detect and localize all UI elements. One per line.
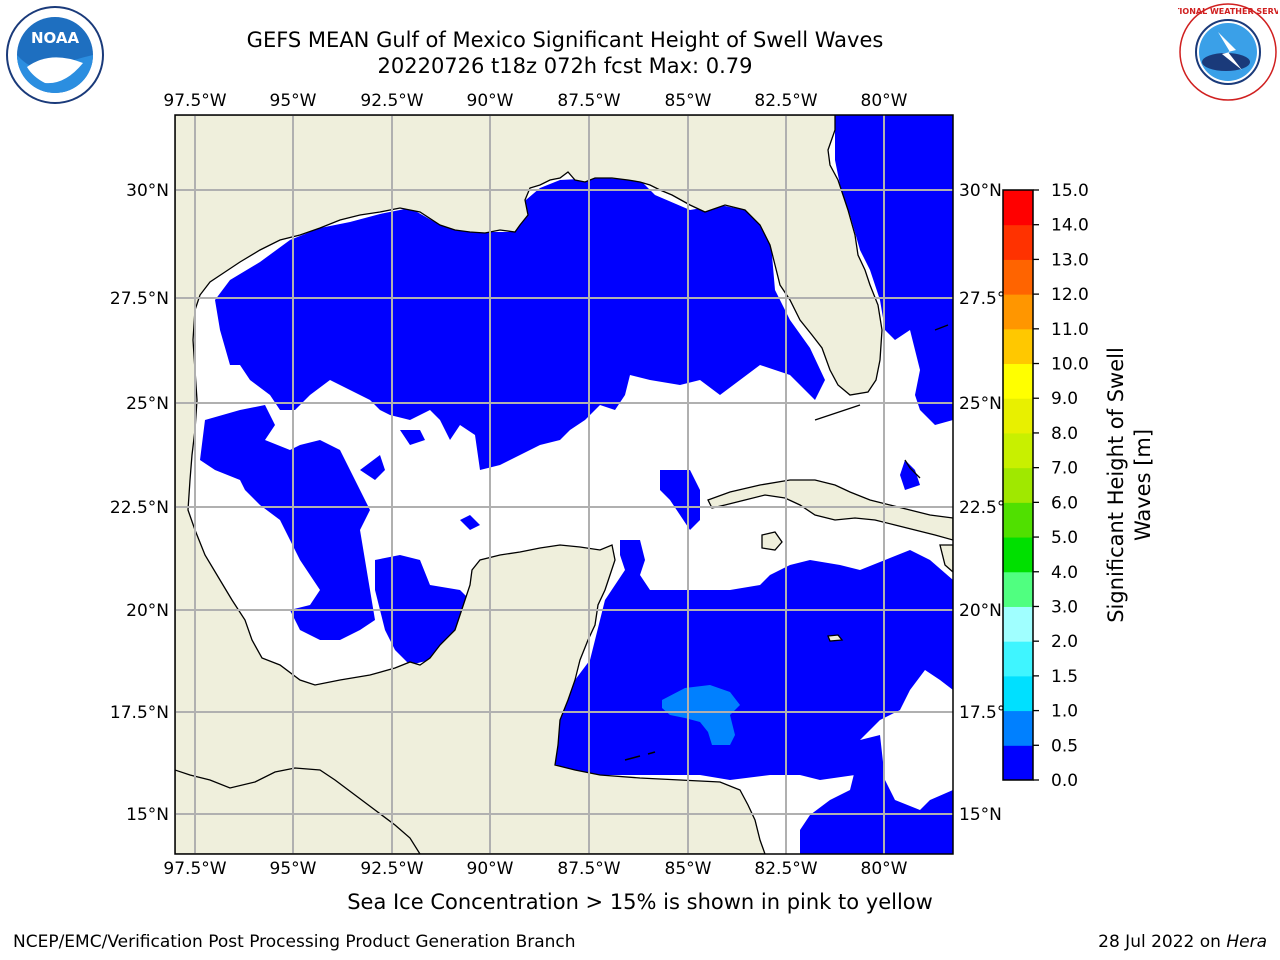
lat-tick-right: 22.5° — [959, 498, 1005, 518]
lon-tick-bottom: 95°W — [270, 859, 317, 879]
lat-tick-left: 25°N — [126, 394, 169, 414]
colorbar-label-line2: Waves [m] — [1131, 429, 1155, 541]
swell-region-low — [200, 115, 953, 854]
lon-tick-top: 82.5°W — [754, 91, 817, 111]
land-north-america — [175, 115, 883, 854]
lat-tick-right: 15°N — [959, 805, 1002, 825]
colorbar-segment — [1003, 745, 1033, 781]
chart-subtitle: 20220726 t18z 072h fcst Max: 0.79 — [377, 54, 753, 78]
footer-date: 28 Jul 2022 on Hera — [1098, 932, 1267, 952]
footer-date-text: 28 Jul 2022 on — [1098, 932, 1221, 952]
lon-tick-bottom: 97.5°W — [163, 859, 226, 879]
colorbar-tick-label: 10.0 — [1051, 355, 1089, 375]
footer-machine: Hera — [1226, 932, 1267, 952]
lon-tick-bottom: 85°W — [665, 859, 712, 879]
lon-tick-top: 97.5°W — [163, 91, 226, 111]
axis-tick-labels: 97.5°W 97.5°W 95°W 95°W 92.5°W 92.5°W 90°W 90°W… — [110, 91, 1005, 879]
colorbar-tick-label: 3.0 — [1051, 597, 1078, 617]
colorbar-tick-label: 11.0 — [1051, 320, 1089, 340]
colorbar-tick-label: 2.0 — [1051, 632, 1078, 652]
colorbar-frame — [1002, 189, 1034, 781]
lon-tick-top: 87.5°W — [557, 91, 620, 111]
lon-tick-top: 92.5°W — [360, 91, 423, 111]
colorbar-segment — [1003, 606, 1033, 642]
land-hispaniola — [939, 544, 953, 573]
colorbar-segment — [1003, 224, 1033, 260]
chart-title: GEFS MEAN Gulf of Mexico Significant Hei… — [246, 28, 884, 52]
footer-organization: NCEP/EMC/Verification Post Processing Pr… — [13, 932, 576, 952]
colorbar-tick-label: 0.0 — [1051, 771, 1078, 791]
lon-tick-top: 90°W — [467, 91, 514, 111]
lat-tick-right: 27.5° — [959, 289, 1005, 309]
colorbar-segment — [1003, 641, 1033, 677]
colorbar-segment — [1003, 328, 1033, 365]
colorbar-segment — [1003, 294, 1033, 330]
colorbar-tick-label: 13.0 — [1051, 250, 1089, 270]
lat-tick-right: 25°N — [959, 394, 1002, 414]
lat-tick-left: 22.5°N — [110, 498, 169, 518]
noaa-logo-icon: NOAA — [6, 6, 104, 104]
map-frame — [174, 114, 954, 855]
colorbar-tick-label: 9.0 — [1051, 389, 1078, 409]
lon-tick-bottom: 82.5°W — [754, 859, 817, 879]
colorbar-segment — [1003, 432, 1033, 469]
colorbar-segment — [1003, 502, 1033, 538]
land-bay-islands — [624, 751, 656, 761]
colorbar-tick-label: 8.0 — [1051, 424, 1078, 444]
lon-tick-bottom: 80°W — [861, 859, 908, 879]
colorbar-segment — [1003, 537, 1033, 573]
lat-tick-right: 30°N — [959, 181, 1002, 201]
colorbar: 0.0 0.5 1.0 1.5 2.0 3.0 4.0 5.0 6.0 7.0 8.0 9.0 10.0… — [1002, 181, 1089, 791]
sea-ice-note: Sea Ice Concentration > 15% is shown in … — [347, 890, 933, 914]
colorbar-segment — [1003, 571, 1033, 607]
colorbar-segment — [1003, 710, 1033, 746]
colorbar-tick-label: 6.0 — [1051, 493, 1078, 513]
colorbar-segment — [1003, 259, 1033, 295]
colorbar-segment — [1003, 190, 1033, 226]
colorbar-tick-label: 14.0 — [1051, 216, 1089, 236]
lon-tick-top: 95°W — [270, 91, 317, 111]
colorbar-tick-label: 12.0 — [1051, 285, 1089, 305]
colorbar-tick-label: 0.5 — [1051, 736, 1078, 756]
colorbar-tick-label: 5.0 — [1051, 528, 1078, 548]
colorbar-tick-label: 7.0 — [1051, 459, 1078, 479]
colorbar-segment — [1003, 398, 1033, 434]
map-area — [175, 115, 953, 854]
land-isla-juventud — [761, 531, 783, 551]
lon-tick-bottom: 90°W — [467, 859, 514, 879]
colorbar-segment — [1003, 363, 1033, 399]
lon-tick-top: 85°W — [665, 91, 712, 111]
lat-tick-left: 17.5°N — [110, 703, 169, 723]
lat-tick-right: 17.5° — [959, 703, 1005, 723]
land-cuba — [707, 479, 953, 541]
nws-logo-text: NATIONAL WEATHER SERVICE — [1178, 7, 1278, 16]
colorbar-tick-label: 4.0 — [1051, 563, 1078, 583]
colorbar-label-line1: Significant Height of Swell — [1104, 347, 1128, 623]
land-mexico-yucatan — [175, 767, 421, 854]
lon-tick-bottom: 92.5°W — [360, 859, 423, 879]
colorbar-segment — [1003, 675, 1033, 712]
colorbar-tick-label: 1.5 — [1051, 667, 1078, 687]
lon-tick-bottom: 87.5°W — [557, 859, 620, 879]
land-jamaica — [827, 634, 844, 642]
lon-tick-top: 80°W — [861, 91, 908, 111]
colorbar-segment — [1003, 467, 1033, 503]
colorbar-tick-label: 15.0 — [1051, 181, 1089, 201]
lat-tick-right: 20°N — [959, 601, 1002, 621]
nws-logo-icon: NATIONAL WEATHER SERVICE — [1178, 3, 1278, 101]
lat-tick-left: 27.5°N — [110, 289, 169, 309]
swell-region-mid-caribbean — [662, 685, 740, 745]
lat-tick-left: 15°N — [126, 805, 169, 825]
map-gridlines — [175, 115, 953, 854]
land-bahamas — [814, 324, 949, 479]
noaa-logo-text: NOAA — [31, 29, 80, 47]
lat-tick-left: 20°N — [126, 601, 169, 621]
lat-tick-left: 30°N — [126, 181, 169, 201]
colorbar-tick-label: 1.0 — [1051, 702, 1078, 722]
